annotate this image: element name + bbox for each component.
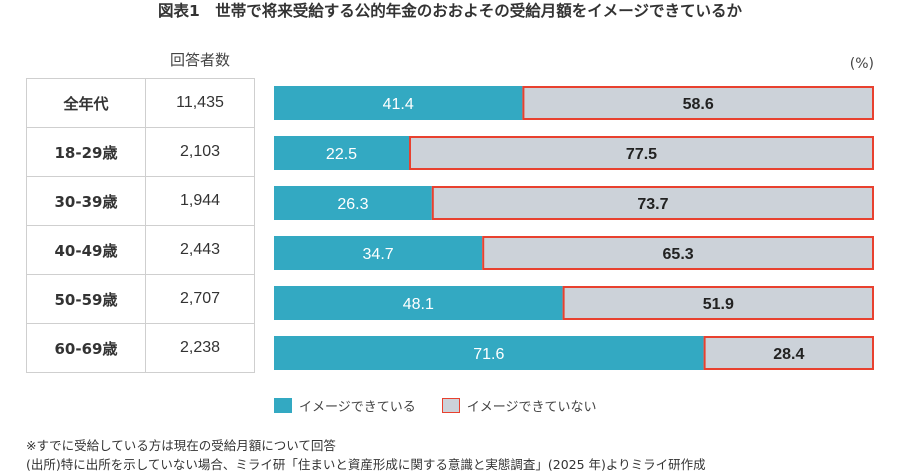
data-label-aware: 48.1 xyxy=(403,296,434,313)
bar-segment-not-aware xyxy=(522,86,875,120)
data-label-aware: 41.4 xyxy=(383,96,414,113)
age-group-cell: 30-39歳 xyxy=(26,176,146,226)
bar-segment-not-aware xyxy=(562,286,874,320)
bar-segment-not-aware xyxy=(703,336,874,370)
bar-segment-not-aware xyxy=(409,136,874,170)
bar-segment-aware xyxy=(274,186,432,220)
legend-label: イメージできている xyxy=(299,400,416,415)
data-label-not-aware: 73.7 xyxy=(637,196,668,213)
respondent-count-cell: 2,238 xyxy=(145,323,255,373)
data-label-not-aware: 58.6 xyxy=(683,96,714,113)
age-group-cell: 全年代 xyxy=(26,78,146,128)
data-label-not-aware: 28.4 xyxy=(773,346,804,363)
bar-segment-not-aware xyxy=(482,236,874,270)
bar-segment-aware xyxy=(274,286,563,320)
data-label-not-aware: 77.5 xyxy=(626,146,657,163)
bar-group: 22.5 77.5 xyxy=(274,136,874,170)
bar-segment-not-aware xyxy=(431,186,874,220)
data-label-aware: 22.5 xyxy=(326,146,357,163)
chart-title: 図表1 世帯で将来受給する公的年金のおおよその受給月額をイメージできているか xyxy=(158,2,742,20)
respondents-table: 全年代 11,435 18-29歳 2,103 30-39歳 1,944 40-… xyxy=(26,78,255,373)
table-row: 50-59歳 2,707 xyxy=(26,274,255,324)
age-group-cell: 40-49歳 xyxy=(26,225,146,275)
bar-segment-aware xyxy=(274,136,409,170)
footnotes: ※すでに受給している方は現在の受給月額について回答 (出所)特に出所を示していな… xyxy=(26,436,706,474)
bar-group: 41.4 58.6 xyxy=(274,86,875,120)
bar-segment-aware xyxy=(274,86,523,120)
data-label-not-aware: 65.3 xyxy=(663,246,694,263)
bar-group: 26.3 73.7 xyxy=(274,186,874,220)
legend-item-aware: イメージできている xyxy=(274,396,416,415)
table-row: 60-69歳 2,238 xyxy=(26,323,255,373)
respondent-count-cell: 1,944 xyxy=(145,176,255,226)
table-row: 18-29歳 2,103 xyxy=(26,127,255,177)
legend-label: イメージできていない xyxy=(466,400,597,415)
table-row: 40-49歳 2,443 xyxy=(26,225,255,275)
unit-label: (%) xyxy=(849,56,874,72)
legend-swatch-aware xyxy=(274,398,292,413)
respondent-count-cell: 2,103 xyxy=(145,127,255,177)
table-row: 30-39歳 1,944 xyxy=(26,176,255,226)
bar-group: 48.1 51.9 xyxy=(274,286,874,320)
respondents-header: 回答者数 xyxy=(169,51,230,69)
bar-segment-aware xyxy=(274,236,483,270)
data-label-aware: 71.6 xyxy=(473,346,504,363)
age-group-cell: 60-69歳 xyxy=(26,323,146,373)
bar-group: 71.6 28.4 xyxy=(274,336,874,370)
legend-item-not-aware: イメージできていない xyxy=(441,396,597,415)
bar-group: 34.7 65.3 xyxy=(274,236,874,270)
legend: イメージできている イメージできていない xyxy=(274,396,623,415)
bar-segment-aware xyxy=(274,336,704,370)
age-group-cell: 50-59歳 xyxy=(26,274,146,324)
source-note: (出所)特に出所を示していない場合、ミライ研「住まいと資産形成に関する意識と実態… xyxy=(26,457,706,472)
data-label-aware: 34.7 xyxy=(363,246,394,263)
legend-swatch-not-aware xyxy=(441,398,460,413)
table-row: 全年代 11,435 xyxy=(26,78,255,128)
respondent-count-cell: 11,435 xyxy=(145,78,255,128)
footnote: ※すでに受給している方は現在の受給月額について回答 xyxy=(26,438,336,453)
data-label-aware: 26.3 xyxy=(337,196,368,213)
data-label-not-aware: 51.9 xyxy=(703,296,734,313)
